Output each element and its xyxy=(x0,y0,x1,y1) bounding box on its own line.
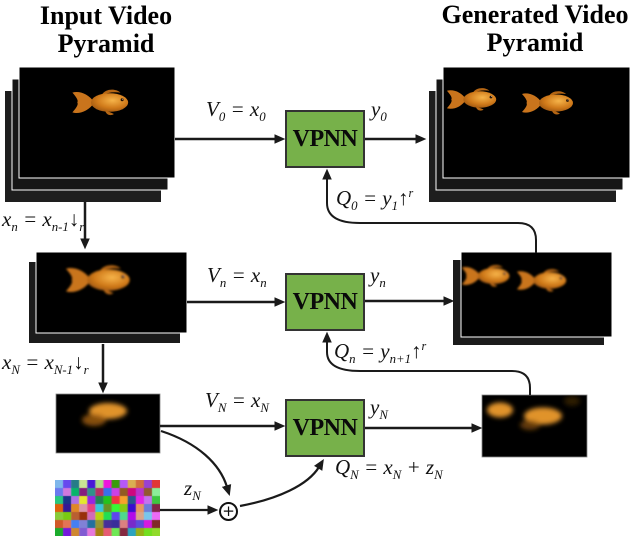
generated-video-stack-leveln xyxy=(453,251,613,345)
generated-coarse-goldfish-blobs xyxy=(487,396,580,430)
generated-video-stack-level0 xyxy=(429,66,631,202)
generated-video-frame-levelN xyxy=(481,394,588,458)
curve-inputN-to-plus xyxy=(160,429,232,496)
input-video-stack-leveln xyxy=(29,251,188,343)
feedback-gen-N-to-vpnnn xyxy=(322,331,531,395)
input-video-stack-level0 xyxy=(5,66,176,202)
feedback-gen-n-to-vpnn0 xyxy=(322,168,537,253)
curve-plus-to-vpnnN xyxy=(239,459,324,508)
connector-arrows xyxy=(80,134,537,515)
coarse-goldfish-blob xyxy=(82,403,127,426)
input-video-frame-levelN xyxy=(55,393,161,454)
noise-image xyxy=(55,480,160,536)
